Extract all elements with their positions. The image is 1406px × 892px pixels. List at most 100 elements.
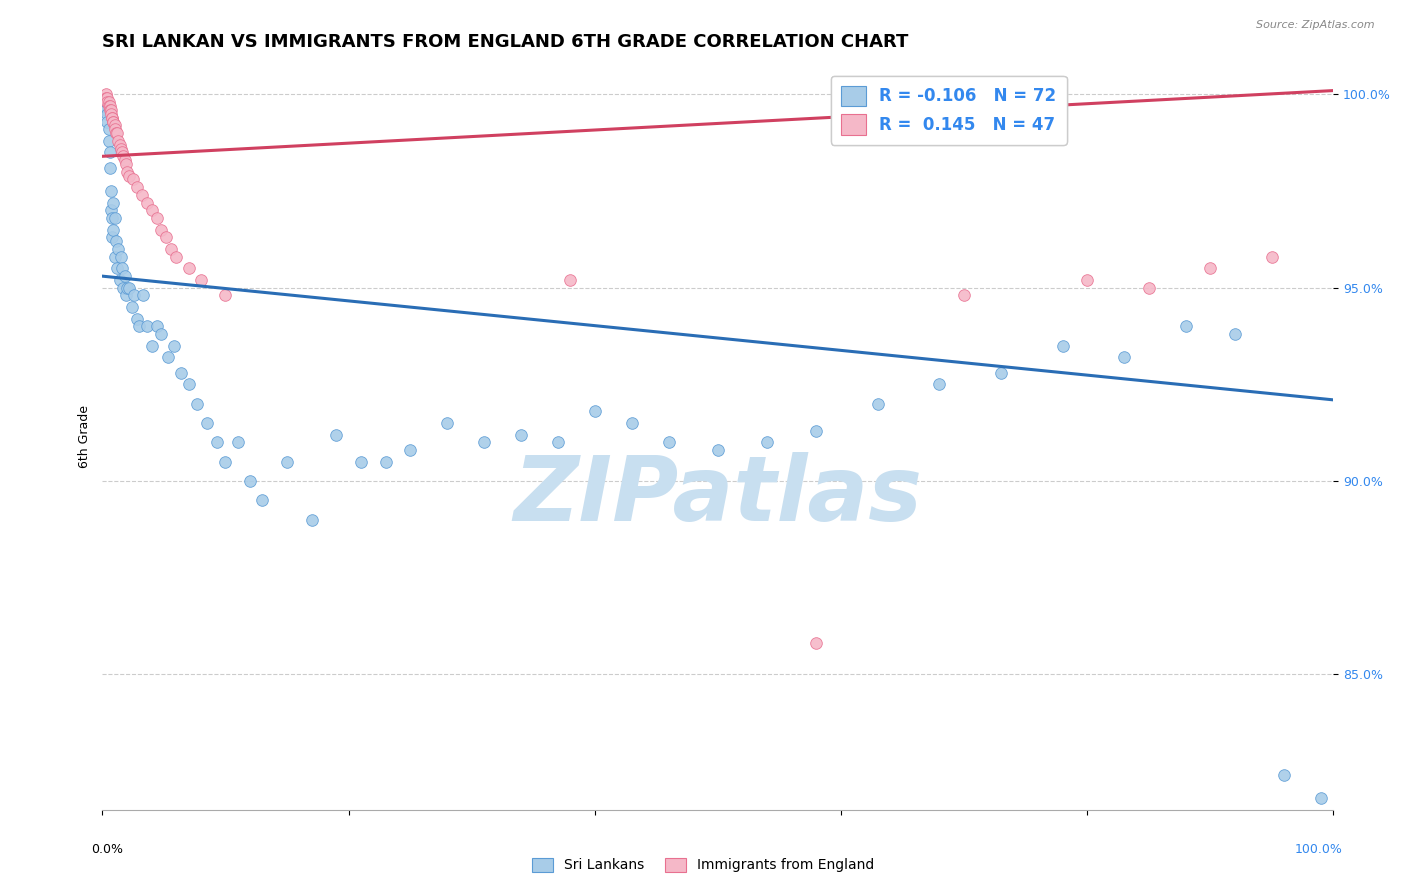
- Point: [97, 95, 120, 110]
- Y-axis label: 6th Grade: 6th Grade: [79, 405, 91, 468]
- Point: [301, 513, 323, 527]
- Point: [115, 165, 138, 179]
- Point: [101, 230, 124, 244]
- Point: [132, 288, 155, 302]
- Point: [114, 288, 136, 302]
- Legend: R = -0.106   N = 72, R =  0.145   N = 47: R = -0.106 N = 72, R = 0.145 N = 47: [831, 76, 1067, 145]
- Point: [1052, 339, 1074, 353]
- Point: [953, 288, 976, 302]
- Point: [128, 319, 150, 334]
- Text: Source: ZipAtlas.com: Source: ZipAtlas.com: [1257, 20, 1375, 29]
- Point: [125, 311, 148, 326]
- Point: [150, 327, 173, 342]
- Point: [1199, 261, 1222, 276]
- Point: [170, 366, 193, 380]
- Point: [105, 126, 128, 140]
- Point: [104, 126, 127, 140]
- Point: [125, 180, 148, 194]
- Point: [1272, 768, 1295, 782]
- Point: [112, 281, 135, 295]
- Point: [108, 273, 131, 287]
- Point: [114, 269, 136, 284]
- Point: [141, 339, 163, 353]
- Point: [928, 377, 950, 392]
- Point: [100, 107, 122, 121]
- Point: [1310, 791, 1333, 805]
- Point: [94, 87, 117, 102]
- Point: [131, 188, 153, 202]
- Point: [101, 111, 124, 125]
- Point: [399, 443, 422, 458]
- Point: [583, 404, 606, 418]
- Point: [103, 223, 125, 237]
- Point: [124, 288, 146, 302]
- Point: [135, 195, 157, 210]
- Text: 0.0%: 0.0%: [91, 843, 124, 856]
- Point: [114, 153, 136, 168]
- Point: [101, 211, 124, 226]
- Point: [96, 114, 118, 128]
- Point: [97, 99, 120, 113]
- Point: [97, 122, 120, 136]
- Point: [205, 435, 228, 450]
- Point: [226, 435, 249, 450]
- Point: [104, 211, 127, 226]
- Text: 100.0%: 100.0%: [1295, 843, 1343, 856]
- Point: [436, 416, 458, 430]
- Point: [214, 288, 236, 302]
- Point: [707, 443, 730, 458]
- Point: [104, 235, 127, 249]
- Point: [560, 273, 582, 287]
- Point: [104, 119, 127, 133]
- Point: [1174, 319, 1197, 334]
- Point: [1076, 273, 1098, 287]
- Point: [165, 250, 187, 264]
- Point: [547, 435, 569, 450]
- Point: [105, 261, 128, 276]
- Point: [104, 122, 127, 136]
- Point: [350, 455, 373, 469]
- Point: [100, 184, 122, 198]
- Point: [145, 319, 167, 334]
- Point: [135, 319, 157, 334]
- Point: [110, 142, 132, 156]
- Point: [100, 203, 122, 218]
- Point: [325, 427, 347, 442]
- Point: [114, 157, 136, 171]
- Point: [155, 230, 177, 244]
- Point: [252, 493, 274, 508]
- Text: SRI LANKAN VS IMMIGRANTS FROM ENGLAND 6TH GRADE CORRELATION CHART: SRI LANKAN VS IMMIGRANTS FROM ENGLAND 6T…: [103, 33, 908, 51]
- Point: [121, 300, 143, 314]
- Point: [94, 91, 117, 105]
- Point: [112, 149, 135, 163]
- Point: [94, 95, 117, 110]
- Point: [1137, 281, 1160, 295]
- Legend: Sri Lankans, Immigrants from England: Sri Lankans, Immigrants from England: [526, 852, 880, 878]
- Point: [160, 242, 183, 256]
- Point: [100, 103, 122, 117]
- Point: [990, 366, 1012, 380]
- Point: [103, 114, 125, 128]
- Point: [98, 145, 121, 160]
- Point: [98, 161, 121, 175]
- Point: [107, 134, 129, 148]
- Point: [118, 281, 141, 295]
- Point: [118, 169, 141, 183]
- Point: [806, 636, 828, 650]
- Point: [374, 455, 396, 469]
- Point: [195, 416, 218, 430]
- Point: [177, 377, 200, 392]
- Point: [806, 424, 828, 438]
- Point: [96, 95, 118, 110]
- Point: [239, 474, 262, 488]
- Point: [94, 103, 117, 117]
- Point: [103, 114, 125, 128]
- Point: [98, 103, 121, 117]
- Point: [156, 351, 179, 365]
- Point: [115, 281, 138, 295]
- Point: [141, 203, 163, 218]
- Point: [101, 111, 124, 125]
- Point: [1223, 327, 1246, 342]
- Point: [104, 250, 127, 264]
- Point: [186, 397, 208, 411]
